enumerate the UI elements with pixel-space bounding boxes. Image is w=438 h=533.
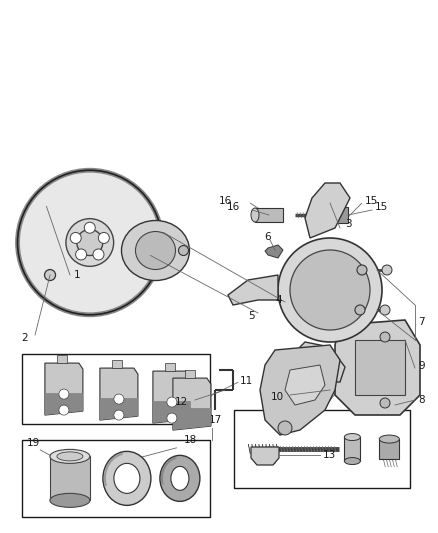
Polygon shape xyxy=(305,183,350,238)
Polygon shape xyxy=(45,363,83,415)
Polygon shape xyxy=(100,368,138,420)
Text: 11: 11 xyxy=(240,376,254,386)
Text: 1: 1 xyxy=(74,270,81,280)
Ellipse shape xyxy=(160,455,200,502)
Circle shape xyxy=(66,219,113,266)
Ellipse shape xyxy=(344,457,360,465)
Circle shape xyxy=(45,270,56,280)
Circle shape xyxy=(93,249,104,260)
Polygon shape xyxy=(265,245,283,258)
Circle shape xyxy=(70,232,81,244)
Circle shape xyxy=(167,413,177,423)
Polygon shape xyxy=(335,320,420,415)
Bar xyxy=(112,360,122,368)
Ellipse shape xyxy=(251,208,259,222)
Circle shape xyxy=(167,397,177,407)
Bar xyxy=(344,437,360,461)
Polygon shape xyxy=(300,342,345,382)
Ellipse shape xyxy=(135,231,176,270)
Text: 16: 16 xyxy=(219,196,232,206)
Polygon shape xyxy=(228,275,278,305)
Polygon shape xyxy=(173,378,211,430)
Text: 2: 2 xyxy=(21,333,28,343)
Bar xyxy=(22,440,210,517)
Circle shape xyxy=(290,250,370,330)
Text: 19: 19 xyxy=(27,438,40,448)
Bar xyxy=(185,370,195,378)
Text: 17: 17 xyxy=(209,415,223,425)
Circle shape xyxy=(59,389,69,399)
Circle shape xyxy=(84,222,95,233)
Circle shape xyxy=(357,265,367,275)
Text: 6: 6 xyxy=(265,232,271,242)
Text: 8: 8 xyxy=(418,395,424,405)
Bar xyxy=(22,354,210,424)
Circle shape xyxy=(76,249,87,260)
Ellipse shape xyxy=(171,466,189,490)
Text: 9: 9 xyxy=(418,361,424,371)
Circle shape xyxy=(59,405,69,415)
Polygon shape xyxy=(153,401,191,423)
Text: 12: 12 xyxy=(175,397,188,407)
Bar xyxy=(379,439,399,459)
Ellipse shape xyxy=(57,452,83,461)
Circle shape xyxy=(18,170,162,315)
Circle shape xyxy=(380,332,390,342)
Circle shape xyxy=(77,230,103,255)
Ellipse shape xyxy=(50,494,90,507)
Circle shape xyxy=(114,410,124,420)
Text: 10: 10 xyxy=(271,392,284,402)
Bar xyxy=(330,207,348,223)
Text: 18: 18 xyxy=(184,435,197,445)
Text: 14: 14 xyxy=(337,374,350,383)
Circle shape xyxy=(114,394,124,404)
Polygon shape xyxy=(100,398,138,420)
Text: 7: 7 xyxy=(418,317,424,327)
Ellipse shape xyxy=(379,435,399,443)
Ellipse shape xyxy=(103,451,151,505)
Polygon shape xyxy=(260,345,340,435)
Bar xyxy=(57,355,67,363)
Text: 15: 15 xyxy=(375,202,388,212)
Polygon shape xyxy=(251,447,279,465)
Polygon shape xyxy=(285,365,325,405)
Bar xyxy=(234,410,410,488)
Circle shape xyxy=(278,421,292,435)
Text: 4: 4 xyxy=(276,295,282,305)
Circle shape xyxy=(380,305,390,315)
Text: 15: 15 xyxy=(365,196,378,206)
Circle shape xyxy=(382,265,392,275)
Polygon shape xyxy=(153,371,191,423)
Circle shape xyxy=(355,305,365,315)
Text: 16: 16 xyxy=(227,202,240,212)
Bar xyxy=(355,340,405,395)
Polygon shape xyxy=(45,393,83,415)
Circle shape xyxy=(380,398,390,408)
Bar xyxy=(255,208,283,222)
Text: 3: 3 xyxy=(345,219,352,229)
Text: 13: 13 xyxy=(323,450,336,460)
Ellipse shape xyxy=(344,433,360,441)
Ellipse shape xyxy=(50,449,90,463)
Text: 5: 5 xyxy=(248,311,255,321)
Ellipse shape xyxy=(121,221,190,280)
Ellipse shape xyxy=(325,207,335,223)
Circle shape xyxy=(278,238,382,342)
Ellipse shape xyxy=(114,463,140,494)
Bar xyxy=(165,363,175,371)
Circle shape xyxy=(179,246,188,255)
Polygon shape xyxy=(173,408,211,430)
Bar xyxy=(50,456,90,500)
Circle shape xyxy=(99,232,110,244)
